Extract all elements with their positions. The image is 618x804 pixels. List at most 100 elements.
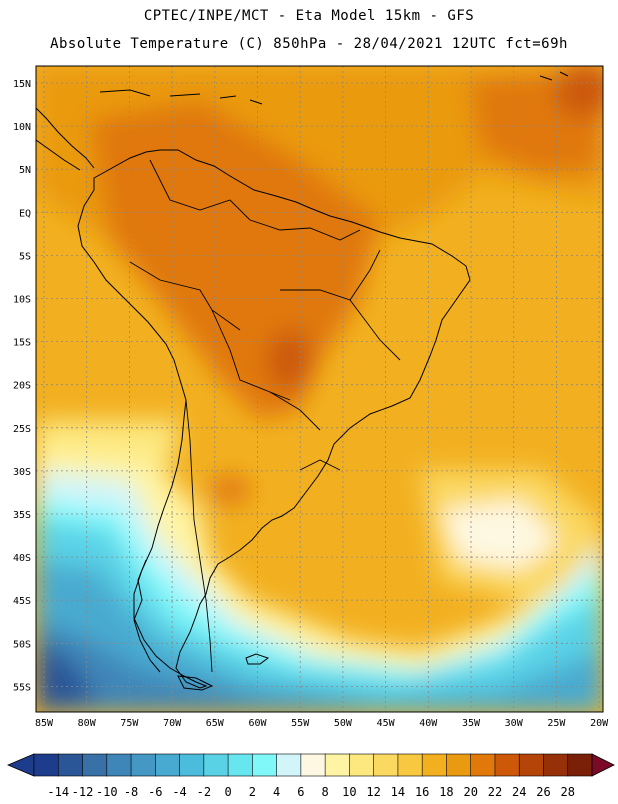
- country-borders: [129, 159, 401, 673]
- colorbar-tick-label: -2: [197, 785, 211, 799]
- colorbar: [6, 753, 615, 777]
- colorbar-tick-label: -14: [47, 785, 69, 799]
- colorbar-swatch: [421, 753, 448, 777]
- map-title-line2: Absolute Temperature (C) 850hPa - 28/04/…: [50, 36, 568, 52]
- longitude-labels: 85W 80W 75W 70W 65W 60W 55W 50W 45W 40W 35W 30W 25W 2…: [35, 718, 609, 729]
- temperature-field: [36, 66, 603, 712]
- lon-label: 70W: [163, 718, 182, 729]
- colorbar-tick-label: 0: [224, 785, 231, 799]
- colorbar-tick-label: 10: [342, 785, 356, 799]
- lon-label: 35W: [462, 718, 481, 729]
- lat-label: 40S: [13, 553, 31, 564]
- lat-label: 15S: [13, 338, 31, 349]
- colorbar-tick-label: -8: [124, 785, 138, 799]
- colorbar-tick-label: 6: [297, 785, 304, 799]
- latitude-labels: 15N 10N 5N EQ 5S 10S 15S 20S 25S 30S 35S 40S 45S 50S 5…: [13, 79, 31, 693]
- border-bolivia: [211, 309, 291, 401]
- colorbar-tick-label: 14: [391, 785, 405, 799]
- lon-label: 85W: [35, 718, 54, 729]
- colorbar-swatch: [446, 753, 472, 777]
- lon-label: 55W: [291, 718, 310, 729]
- lat-label: 35S: [13, 510, 31, 521]
- falkland-islands: [245, 653, 270, 665]
- map-title-line1: CPTEC/INPE/MCT - Eta Model 15km - GFS: [143, 8, 475, 24]
- colorbar-tick-label: 28: [561, 785, 575, 799]
- colorbar-over-arrow: [591, 753, 615, 777]
- coastlines: [36, 71, 569, 691]
- colorbar-tick-label: 26: [536, 785, 550, 799]
- colorbar-swatch: [179, 753, 205, 777]
- lat-label: 10N: [13, 122, 31, 133]
- colorbar-tick-label: -12: [72, 785, 94, 799]
- colorbar-swatch: [33, 753, 60, 777]
- colorbar-tick-label: 2: [249, 785, 256, 799]
- border-brazil-states: [280, 249, 401, 361]
- colorbar-tick-label: -10: [96, 785, 118, 799]
- map-frame: [35, 65, 604, 713]
- colorbar-swatch: [106, 753, 132, 777]
- colorbar-swatch: [155, 753, 181, 777]
- lon-label: 40W: [419, 718, 438, 729]
- colorbar-swatch: [543, 753, 569, 777]
- lat-label: 5N: [19, 165, 31, 176]
- lat-label: 20S: [13, 381, 31, 392]
- colorbar-swatch: [130, 753, 157, 777]
- colorbar-swatch: [397, 753, 423, 777]
- lat-label: EQ: [19, 208, 31, 219]
- border-peru-brazil: [129, 261, 241, 331]
- colorbar-swatch: [276, 753, 302, 777]
- colorbar-tick-label: 20: [463, 785, 477, 799]
- lon-label: 50W: [334, 718, 353, 729]
- lat-label: 25S: [13, 424, 31, 435]
- colorbar-swatch: [494, 753, 521, 777]
- lat-label: 5S: [19, 251, 31, 262]
- colorbar-swatch: [82, 753, 108, 777]
- colorbar-labels: -14 -12 -10 -8 -6 -4 -2 0 2 4 6 8 10 12 14 16 18 20 22 24 26…: [47, 785, 575, 799]
- colorbar-tick-label: 4: [273, 785, 280, 799]
- lat-label: 55S: [13, 682, 31, 693]
- colorbar-tick-label: 24: [512, 785, 526, 799]
- colorbar-swatch: [227, 753, 254, 777]
- colorbar-swatch: [252, 753, 278, 777]
- colorbar-swatch: [324, 753, 351, 777]
- central-america-coastline: [36, 107, 95, 171]
- border-paraguay: [269, 391, 321, 431]
- lon-label: 30W: [505, 718, 524, 729]
- colorbar-tick-label: -6: [148, 785, 162, 799]
- colorbar-under-arrow: [6, 753, 35, 777]
- colorbar-tick-label: 18: [439, 785, 453, 799]
- lon-label: 20W: [590, 718, 609, 729]
- colorbar-tick-label: 8: [322, 785, 329, 799]
- chile-fjords: [133, 559, 161, 673]
- tierra-del-fuego: [177, 675, 214, 691]
- lon-label: 75W: [120, 718, 139, 729]
- colorbar-swatch: [57, 753, 84, 777]
- colorbar-tick-label: 12: [366, 785, 380, 799]
- colorbar-swatch: [518, 753, 545, 777]
- lat-label: 45S: [13, 596, 31, 607]
- lon-label: 80W: [78, 718, 97, 729]
- colorbar-swatch: [567, 753, 593, 777]
- colorbar-swatch: [373, 753, 399, 777]
- colorbar-swatch: [300, 753, 326, 777]
- colorbar-swatch: [470, 753, 496, 777]
- lat-label: 50S: [13, 639, 31, 650]
- lat-label: 15N: [13, 79, 31, 90]
- lon-label: 25W: [547, 718, 566, 729]
- caribbean-islands: [99, 71, 569, 105]
- border-chile-argentina: [185, 399, 213, 673]
- lon-label: 65W: [206, 718, 225, 729]
- colorbar-tick-label: 22: [488, 785, 502, 799]
- colorbar-tick-label: -4: [172, 785, 186, 799]
- border-colombia-venezuela: [149, 159, 251, 221]
- lon-label: 45W: [377, 718, 396, 729]
- colorbar-swatch: [203, 753, 229, 777]
- lon-label: 60W: [248, 718, 267, 729]
- colorbar-tick-label: 16: [415, 785, 429, 799]
- colorbar-swatch: [349, 753, 375, 777]
- border-brazil-north: [249, 219, 361, 241]
- lat-label: 10S: [13, 295, 31, 306]
- border-uruguay: [299, 459, 341, 471]
